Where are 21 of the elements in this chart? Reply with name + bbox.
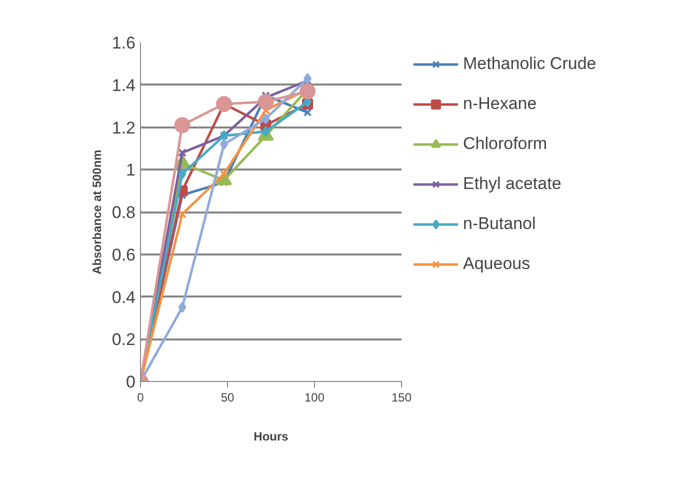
x-tick-label: 0 xyxy=(137,390,144,404)
legend-label: Chloroform xyxy=(463,134,548,154)
x-axis-title: Hours xyxy=(254,430,289,444)
y-tick-label: 1.2 xyxy=(112,118,136,138)
legend-label: Ethyl acetate xyxy=(463,174,562,194)
legend-label: Methanolic Crude xyxy=(463,54,596,74)
y-tick-label: 1.6 xyxy=(112,34,136,52)
legend-label: n-Butanol xyxy=(463,214,536,234)
y-tick-label: 0 xyxy=(126,372,136,392)
y-tick-label: 0.4 xyxy=(112,288,136,307)
y-tick-label: 0.2 xyxy=(112,330,136,350)
legend-label: n-Hexane xyxy=(463,94,537,114)
y-tick-label: 1 xyxy=(126,160,136,180)
y-tick-label: 0.8 xyxy=(112,203,136,222)
x-tick-label: 150 xyxy=(391,390,412,404)
legend-label: Aqueous xyxy=(463,254,530,274)
x-tick-label: 50 xyxy=(220,390,234,404)
x-tick-label: 100 xyxy=(304,390,325,404)
y-axis-title: Absorbance at 500nm xyxy=(90,150,104,274)
y-tick-label: 0.6 xyxy=(112,245,136,264)
y-tick-label: 1.4 xyxy=(112,76,136,95)
